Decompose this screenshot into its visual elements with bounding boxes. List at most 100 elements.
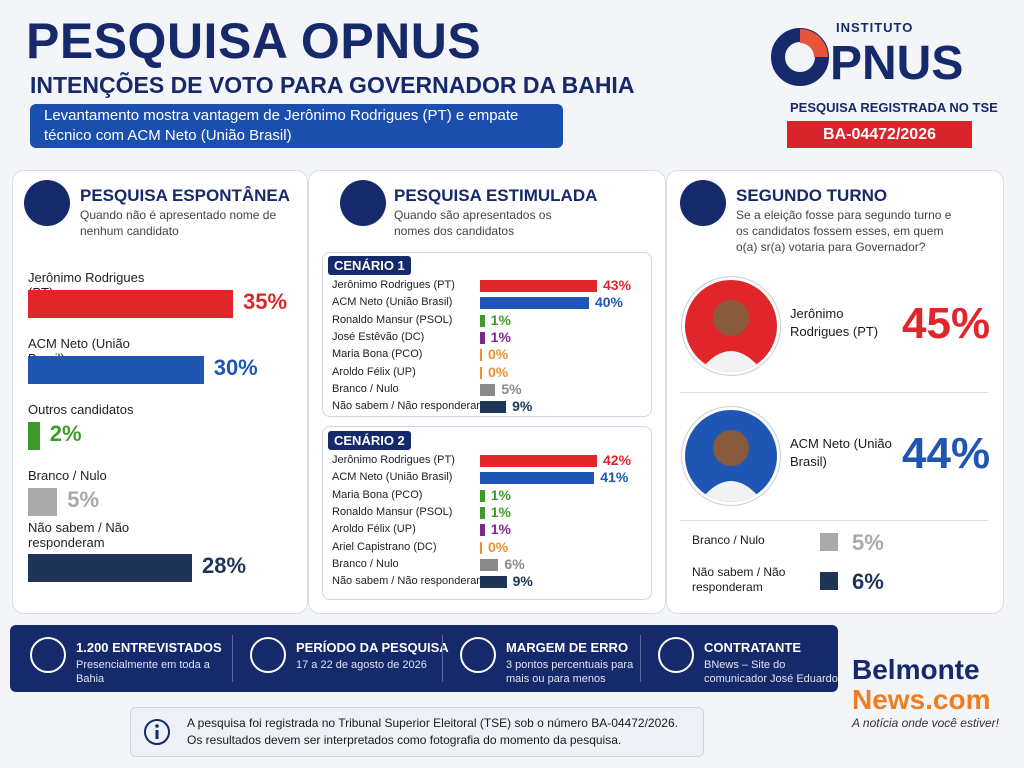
brand-b: News.com — [852, 684, 991, 715]
value-label: 9% — [512, 398, 533, 415]
bar — [28, 422, 40, 450]
bar — [28, 356, 204, 384]
bar — [480, 541, 482, 554]
category-label: Outros candidatos — [28, 402, 134, 417]
bar — [480, 366, 482, 379]
candidate-photo — [682, 407, 780, 505]
bar — [480, 489, 485, 502]
category-label: Maria Bona (PCO) — [332, 348, 423, 361]
footer-icon — [658, 637, 694, 673]
scenario-box — [322, 252, 652, 417]
category-label: Branco / Nulo — [332, 382, 399, 395]
value-label: 5% — [852, 530, 884, 555]
divider — [680, 392, 988, 393]
value-label: 28% — [202, 553, 247, 578]
scenario-tag: CENÁRIO 1 — [328, 256, 411, 275]
category-label: Branco / Nulo — [28, 468, 107, 483]
bar — [480, 297, 589, 310]
footer-text: 3 pontos percentuais para mais ou para m… — [506, 659, 634, 685]
bar — [480, 331, 485, 344]
category-label: Ronaldo Mansur (PSOL) — [332, 313, 453, 326]
title: PESQUISA OPNUS — [26, 13, 482, 69]
category-label: José Estêvão (DC) — [332, 330, 425, 343]
value-label: 6% — [852, 569, 884, 594]
footer-divider — [640, 635, 641, 682]
panel-subtitle: Se a eleição fosse para segundo turno e … — [736, 208, 952, 254]
category-label: Jerônimo Rodrigues (PT) — [332, 279, 455, 291]
divider — [680, 520, 988, 521]
brand-a: Belmonte — [852, 654, 980, 685]
icon — [24, 180, 70, 226]
value-label: 45% — [902, 299, 991, 348]
info-icon — [144, 719, 170, 745]
panel-title: PESQUISA ESTIMULADA — [394, 186, 598, 205]
candidate-name: Jerônimo Rodrigues (PT) — [790, 306, 879, 339]
footer-text: 17 a 22 de agosto de 2026 — [296, 659, 427, 671]
bar — [480, 314, 485, 327]
silhouette — [699, 430, 763, 502]
note-text: A pesquisa foi registrada no Tribunal Su… — [187, 716, 678, 747]
bar — [480, 401, 507, 414]
footer-icon — [250, 637, 286, 673]
bar — [480, 383, 496, 396]
value-label: 1% — [490, 503, 511, 520]
value-label: 2% — [49, 421, 82, 446]
code-text: BA-04472/2026 — [823, 125, 936, 143]
value-label: 44% — [902, 429, 991, 478]
category-label: Aroldo Félix (UP) — [332, 523, 416, 536]
bar — [480, 472, 595, 485]
category-label: Não sabem / Não responderam — [28, 520, 130, 550]
value-label: 30% — [213, 355, 258, 380]
category-label: Ronaldo Mansur (PSOL) — [332, 505, 453, 518]
panel-title: SEGUNDO TURNO — [736, 186, 888, 205]
category-label: Aroldo Félix (UP) — [332, 365, 416, 378]
value-label: 1% — [490, 521, 511, 538]
category-label: Ariel Capistrano (DC) — [332, 540, 437, 553]
bar — [480, 280, 597, 292]
value-label: 40% — [594, 294, 623, 311]
value-label: 1% — [490, 486, 511, 503]
marker — [820, 572, 838, 590]
bar — [480, 506, 485, 519]
panel-spontaneous — [12, 170, 308, 614]
footer-title: MARGEM DE ERRO — [506, 640, 629, 655]
value-label: 1% — [490, 328, 511, 345]
logo-top: INSTITUTO — [836, 20, 914, 35]
slogan: A notícia onde você estiver! — [852, 716, 999, 730]
value-label: 41% — [600, 469, 629, 486]
bar — [28, 488, 58, 516]
scenario-box — [322, 426, 652, 600]
footer-title: 1.200 ENTREVISTADOS — [76, 640, 222, 655]
code: BA-04472/2026 — [787, 121, 972, 148]
category-label: Não sabem / Não responderam — [332, 400, 486, 413]
note-box: A pesquisa foi registrada no Tribunal Su… — [130, 707, 704, 757]
footer-divider — [442, 635, 443, 682]
category-label: Branco / Nulo — [332, 557, 399, 570]
panel-subtitle: Quando são apresentados os nomes dos can… — [394, 208, 552, 238]
marker — [820, 533, 838, 551]
category-label: Não sabem / Não responderam — [692, 565, 786, 594]
value-label: 0% — [488, 346, 509, 363]
category-label: Jerônimo Rodrigues (PT) — [332, 454, 455, 466]
footer-icon — [460, 637, 496, 673]
candidate-name: ACM Neto (União Brasil) — [790, 436, 892, 469]
footer-title: CONTRATANTE — [704, 640, 802, 655]
bar — [480, 349, 482, 362]
logo-name: PNUS — [830, 37, 964, 90]
candidate-photo — [682, 277, 780, 375]
icon — [680, 180, 726, 226]
value-label: 35% — [243, 289, 288, 314]
category-label: Maria Bona (PCO) — [332, 488, 423, 501]
value-label: 0% — [488, 363, 509, 380]
bar — [480, 576, 507, 589]
footer-text: BNews – Site do comunicador José Eduardo — [704, 659, 838, 685]
highlight-text: Levantamento mostra vantagem de Jerônimo… — [44, 107, 519, 144]
value-label: 9% — [512, 573, 533, 590]
category-label: Não sabem / Não responderam — [332, 575, 486, 588]
footer-divider — [232, 635, 233, 682]
value-label: 6% — [504, 555, 525, 572]
value-label: 0% — [488, 538, 509, 555]
icon — [340, 180, 386, 226]
category-label: ACM Neto (União Brasil) — [332, 296, 453, 309]
